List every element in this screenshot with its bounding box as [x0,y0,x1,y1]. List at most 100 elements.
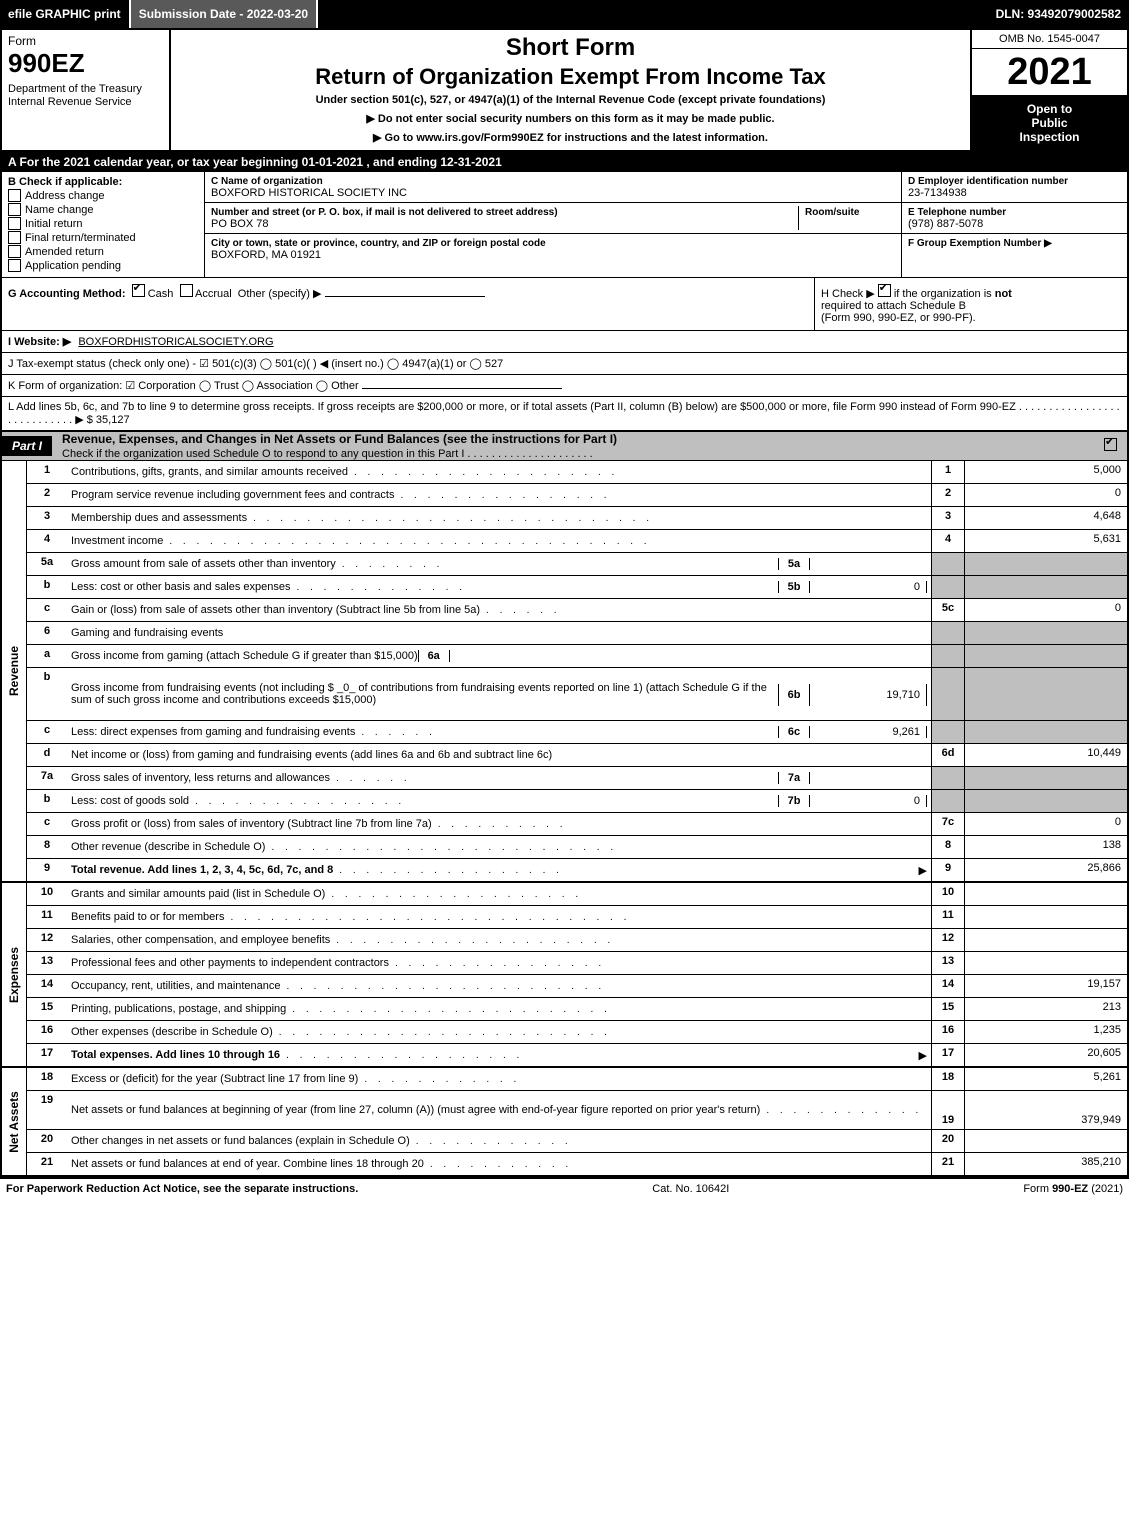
section-j: J Tax-exempt status (check only one) - ☑… [2,353,1127,375]
line-5a: 5a Gross amount from sale of assets othe… [27,553,1127,576]
part1-tag: Part I [2,436,52,456]
line-7b-amt [964,790,1127,812]
return-title: Return of Organization Exempt From Incom… [179,64,962,90]
form-id-block: Form 990EZ Department of the Treasury In… [2,30,171,150]
line-18-ref: 18 [931,1068,964,1090]
part1-check[interactable] [1104,438,1117,454]
expenses-lines: 10 Grants and similar amounts paid (list… [27,883,1127,1066]
line-8-desc: Other revenue (describe in Schedule O). … [67,836,931,858]
k-other-input[interactable] [362,388,562,389]
goto-link[interactable]: ▶ Go to www.irs.gov/Form990EZ for instru… [179,131,962,144]
line-10: 10 Grants and similar amounts paid (list… [27,883,1127,906]
chk-accrual[interactable] [180,284,193,297]
chk-application-pending[interactable]: Application pending [8,259,198,272]
line-14: 14 Occupancy, rent, utilities, and maint… [27,975,1127,998]
line-16-ref: 16 [931,1021,964,1043]
footer-form: Form 990-EZ (2021) [1023,1183,1123,1195]
line-6: 6 Gaming and fundraising events [27,622,1127,645]
line-14-desc: Occupancy, rent, utilities, and maintena… [67,975,931,997]
line-12-num: 12 [27,929,67,951]
line-6c-desc: Less: direct expenses from gaming and fu… [67,721,931,743]
expenses-tab: Expenses [2,883,27,1066]
line-6-num: 6 [27,622,67,644]
line-11-num: 11 [27,906,67,928]
line-8: 8 Other revenue (describe in Schedule O)… [27,836,1127,859]
chk-initial-return[interactable]: Initial return [8,217,198,230]
line-2-num: 2 [27,484,67,506]
arrow-icon: ▶ [919,864,927,877]
dept-label: Department of the Treasury Internal Reve… [8,83,163,109]
g-label: G Accounting Method: [8,288,126,300]
line-5c-amt: 0 [964,599,1127,621]
line-20-ref: 20 [931,1130,964,1152]
line-10-desc: Grants and similar amounts paid (list in… [67,883,931,905]
line-1-ref: 1 [931,461,964,483]
line-5b-amt [964,576,1127,598]
efile-label[interactable]: efile GRAPHIC print [0,0,131,28]
line-2: 2 Program service revenue including gove… [27,484,1127,507]
ein-row: D Employer identification number 23-7134… [902,172,1127,203]
chk-amended-return-label: Amended return [25,246,104,258]
line-6b-subval: 19,710 [810,684,927,706]
chk-amended-return[interactable]: Amended return [8,245,198,258]
line-12-desc: Salaries, other compensation, and employ… [67,929,931,951]
org-name-row: C Name of organization BOXFORD HISTORICA… [205,172,901,203]
chk-cash[interactable] [132,284,145,297]
line-6b-amt [964,668,1127,720]
line-6d-num: d [27,744,67,766]
chk-address-change[interactable]: Address change [8,189,198,202]
other-input[interactable] [325,296,485,297]
website-value[interactable]: BOXFORDHISTORICALSOCIETY.ORG [78,336,273,348]
line-20-desc: Other changes in net assets or fund bala… [67,1130,931,1152]
tel-row: E Telephone number (978) 887-5078 [902,203,1127,234]
chk-h[interactable] [878,284,891,297]
short-form-title: Short Form [179,34,962,62]
line-9-ref: 9 [931,859,964,881]
section-l: L Add lines 5b, 6c, and 7b to line 9 to … [2,397,1127,431]
line-6a: a Gross income from gaming (attach Sched… [27,645,1127,668]
section-b: B Check if applicable: Address change Na… [2,172,205,277]
line-20-num: 20 [27,1130,67,1152]
part1-header: Part I Revenue, Expenses, and Changes in… [2,431,1127,461]
section-c: C Name of organization BOXFORD HISTORICA… [205,172,901,277]
omb-number: OMB No. 1545-0047 [972,30,1127,49]
line-10-amt [964,883,1127,905]
line-17: 17 Total expenses. Add lines 10 through … [27,1044,1127,1066]
line-7a-amt [964,767,1127,789]
line-9-num: 9 [27,859,67,881]
line-5a-sublabel: 5a [778,558,810,570]
revenue-lines: 1 Contributions, gifts, grants, and simi… [27,461,1127,881]
line-1-num: 1 [27,461,67,483]
line-8-ref: 8 [931,836,964,858]
line-7c-desc: Gross profit or (loss) from sales of inv… [67,813,931,835]
other-label: Other (specify) ▶ [238,288,322,300]
line-11: 11 Benefits paid to or for members. . . … [27,906,1127,929]
netassets-lines: 18 Excess or (deficit) for the year (Sub… [27,1068,1127,1175]
line-18: 18 Excess or (deficit) for the year (Sub… [27,1068,1127,1091]
line-7c-ref: 7c [931,813,964,835]
line-11-desc: Benefits paid to or for members. . . . .… [67,906,931,928]
line-14-ref: 14 [931,975,964,997]
line-3: 3 Membership dues and assessments. . . .… [27,507,1127,530]
line-6b-sublabel: 6b [778,684,810,706]
chk-name-change-label: Name change [25,204,94,216]
group-exemption-row: F Group Exemption Number ▶ [902,234,1127,252]
form-word: Form [8,34,163,48]
chk-name-change[interactable]: Name change [8,203,198,216]
line-15: 15 Printing, publications, postage, and … [27,998,1127,1021]
h-text3: required to attach Schedule B [821,300,966,312]
line-7a-ref [931,767,964,789]
cash-label: Cash [148,288,174,300]
line-5b: b Less: cost or other basis and sales ex… [27,576,1127,599]
footer-cat: Cat. No. 10642I [652,1183,729,1195]
line-16-desc: Other expenses (describe in Schedule O).… [67,1021,931,1043]
bc-row: B Check if applicable: Address change Na… [2,172,1127,278]
line-17-desc: Total expenses. Add lines 10 through 16.… [67,1044,931,1066]
line-6c-ref [931,721,964,743]
netassets-tab: Net Assets [2,1068,27,1175]
line-13-ref: 13 [931,952,964,974]
line-7c: c Gross profit or (loss) from sales of i… [27,813,1127,836]
line-19-num: 19 [27,1091,67,1129]
line-20-amt [964,1130,1127,1152]
chk-final-return[interactable]: Final return/terminated [8,231,198,244]
